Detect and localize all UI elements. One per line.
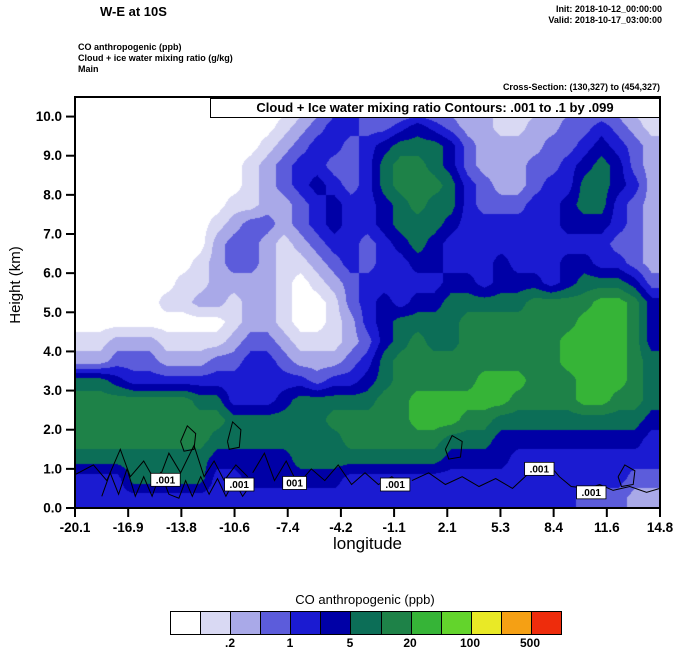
x-tick-label: -10.6 xyxy=(219,520,250,535)
colorbar-tick-label: 1 xyxy=(286,636,294,650)
x-tick-label: 14.8 xyxy=(647,520,674,535)
x-axis-title: longitude xyxy=(332,534,402,553)
y-tick-label: 5.0 xyxy=(43,305,62,320)
colorbar-tick-label: 500 xyxy=(519,636,541,650)
colorbar-cell xyxy=(441,612,472,634)
valid-time-label: Valid: 2018-10-17_03:00:00 xyxy=(548,15,662,25)
init-valid-block: Init: 2018-10-12_00:00:00 Valid: 2018-10… xyxy=(548,4,662,26)
y-tick-label: 2.0 xyxy=(43,422,62,437)
y-tick-label: 10.0 xyxy=(36,109,62,124)
colorbar-cell xyxy=(471,612,502,634)
field-cloud-label: Cloud + ice water mixing ratio (g/kg) xyxy=(78,53,233,63)
colorbar-cell xyxy=(351,612,382,634)
x-tick-label: -20.1 xyxy=(60,520,91,535)
field-list: CO anthropogenic (ppb) Cloud + ice water… xyxy=(78,42,233,75)
y-tick-label: 1.0 xyxy=(43,461,62,476)
y-tick-label: 6.0 xyxy=(43,266,62,281)
colorbar-cell xyxy=(501,612,532,634)
colorbar-cell xyxy=(531,612,562,634)
x-tick-label: 11.6 xyxy=(594,520,620,535)
x-tick-label: -4.2 xyxy=(329,520,352,535)
colorbar-cell xyxy=(291,612,322,634)
init-time-label: Init: 2018-10-12_00:00:00 xyxy=(555,4,662,14)
co-filled-contour-field xyxy=(75,97,660,508)
colorbar-cell xyxy=(411,612,442,634)
x-tick-label: -7.4 xyxy=(276,520,300,535)
colorbar-tick-label: 20 xyxy=(403,636,417,650)
y-tick-label: 8.0 xyxy=(43,187,62,202)
y-tick-label: 3.0 xyxy=(43,383,62,398)
colorbar xyxy=(170,611,562,635)
x-tick-label: 2.1 xyxy=(438,520,457,535)
x-tick-label: -13.8 xyxy=(166,520,197,535)
colorbar-cell xyxy=(171,612,202,634)
cloud-contour-annotation: Cloud + Ice water mixing ratio Contours:… xyxy=(210,98,660,118)
colorbar-tick-label: 100 xyxy=(459,636,481,650)
field-co-label: CO anthropogenic (ppb) xyxy=(78,42,182,52)
colorbar-tick-label: .2 xyxy=(224,636,236,650)
x-tick-label: 5.3 xyxy=(491,520,510,535)
colorbar-cell xyxy=(321,612,352,634)
y-tick-label: 4.0 xyxy=(43,344,62,359)
x-tick-label: -16.9 xyxy=(113,520,144,535)
colorbar-cell xyxy=(381,612,412,634)
x-tick-label: -1.1 xyxy=(382,520,406,535)
colorbar-cell xyxy=(231,612,262,634)
colorbar-tick-label: 5 xyxy=(346,636,354,650)
field-main-label: Main xyxy=(78,64,99,74)
cross-section-label: Cross-Section: (130,327) to (454,327) xyxy=(502,82,660,92)
colorbar-cell xyxy=(201,612,232,634)
colorbar-cell xyxy=(261,612,292,634)
page-title: W-E at 10S xyxy=(100,4,167,19)
colorbar-title: CO anthropogenic (ppb) xyxy=(295,592,435,607)
x-tick-label: 8.4 xyxy=(544,520,563,535)
y-axis-title: Height (km) xyxy=(7,246,24,324)
y-tick-label: 9.0 xyxy=(43,148,62,163)
y-tick-label: 7.0 xyxy=(43,227,62,242)
colorbar-labels: .2 1 5 20 100 500 xyxy=(170,636,560,650)
y-tick-label: 0.0 xyxy=(43,501,62,516)
